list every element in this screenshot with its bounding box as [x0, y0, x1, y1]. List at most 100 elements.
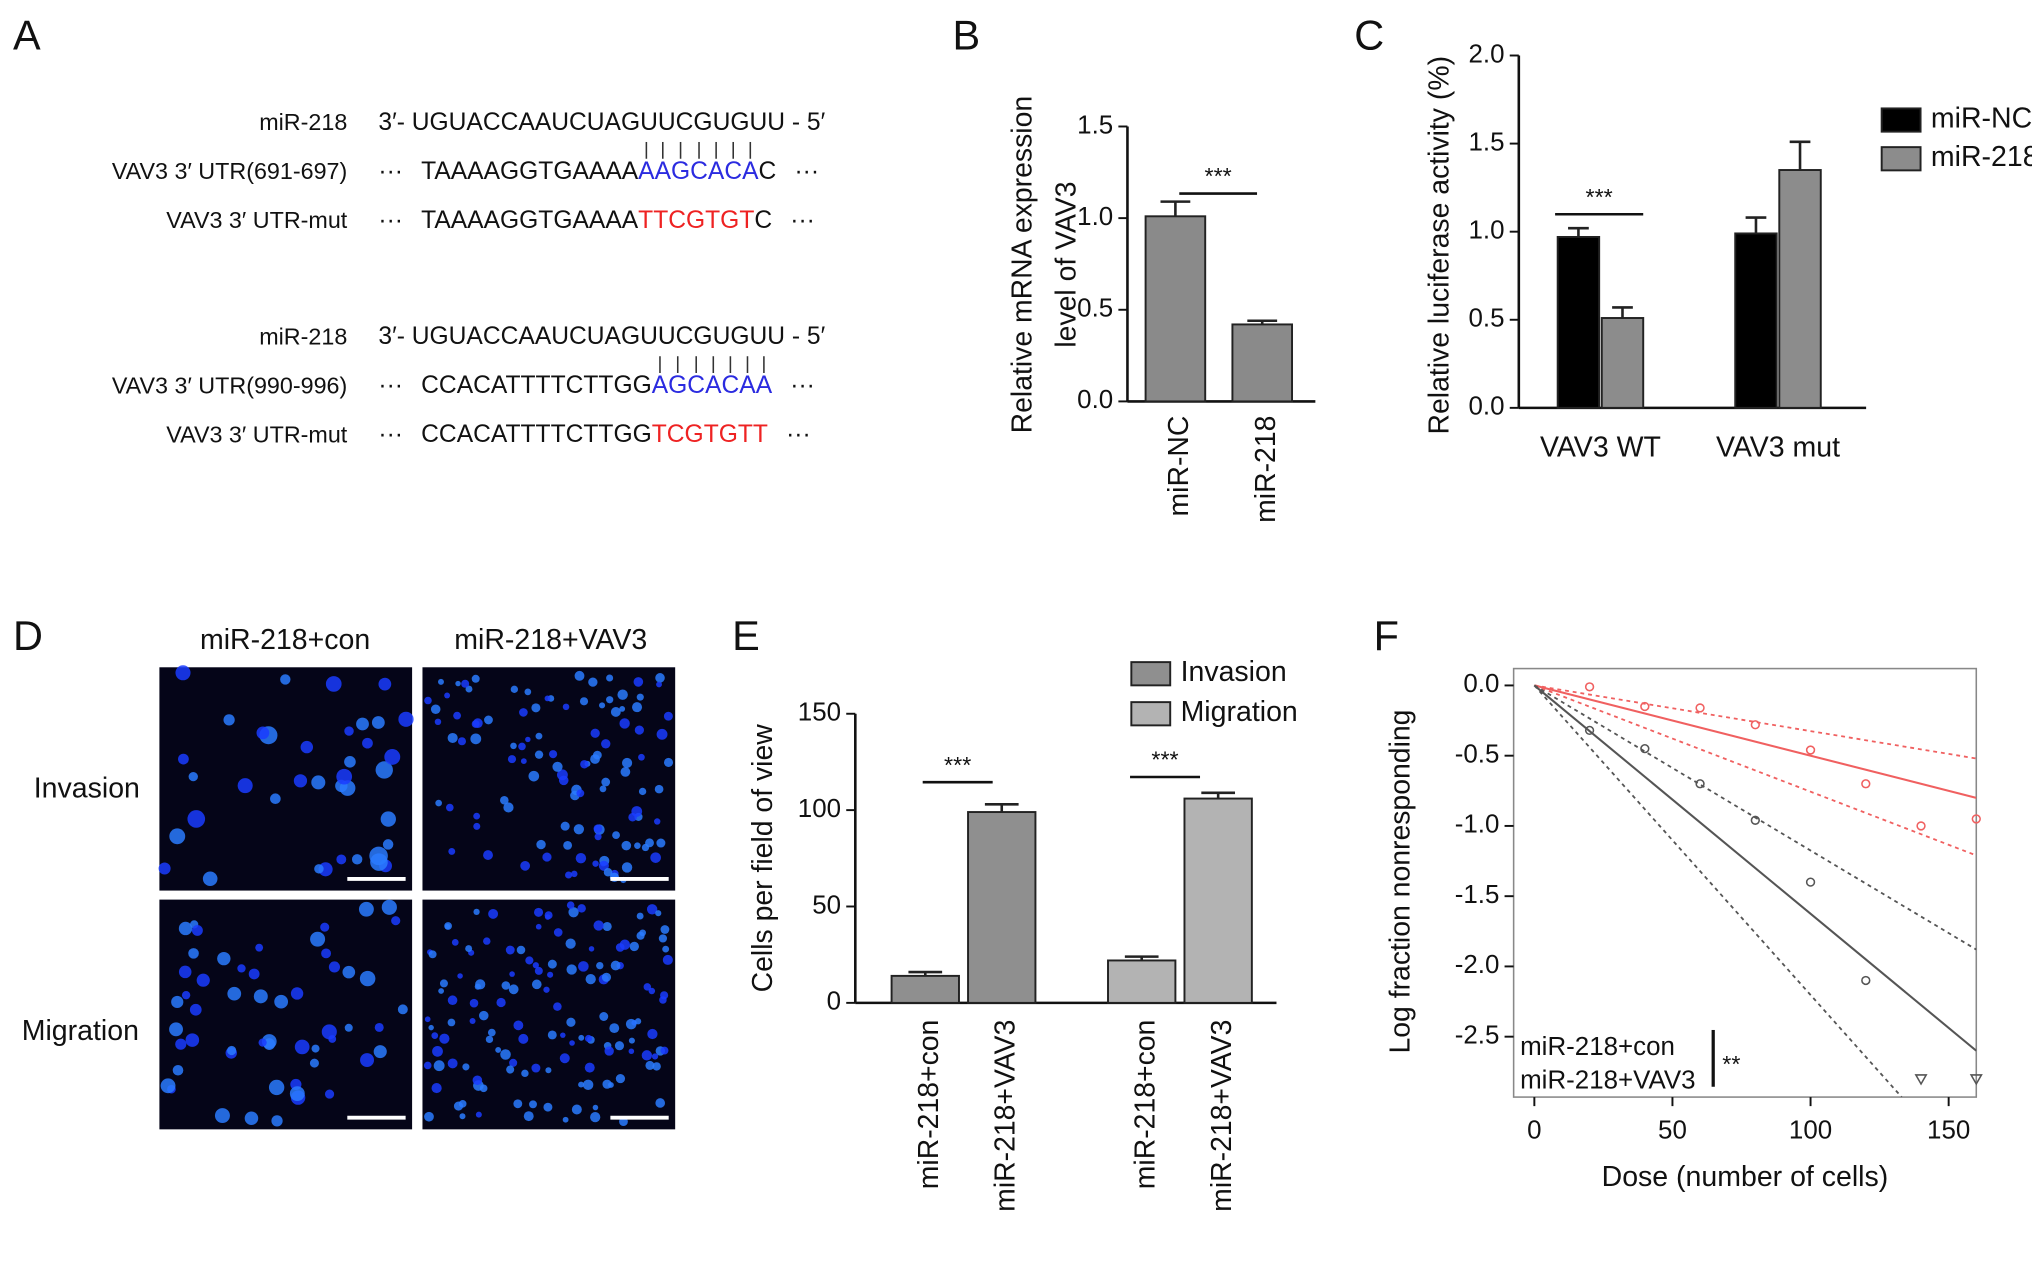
nucleus	[628, 1048, 635, 1054]
nucleus	[158, 862, 171, 875]
nucleus	[448, 847, 456, 855]
sequence-label: VAV3 3′ UTR(691-697)	[112, 158, 347, 184]
nucleus	[620, 767, 631, 777]
nucleus	[424, 1016, 431, 1023]
y-tick-label: 1.0	[1077, 203, 1113, 231]
x-tick-label: miR-218	[1250, 416, 1282, 523]
nucleus	[593, 824, 603, 834]
y-tick-label: 2.0	[1469, 40, 1505, 68]
nucleus	[336, 854, 347, 865]
nucleus	[506, 1065, 515, 1074]
nucleus	[187, 810, 206, 828]
nucleus	[483, 937, 491, 945]
significance-label: **	[1722, 1051, 1740, 1077]
nucleus	[461, 679, 470, 688]
nucleus	[188, 771, 198, 782]
sequence-label: VAV3 3′ UTR-mut	[166, 207, 348, 233]
nucleus	[178, 753, 189, 765]
nucleus	[521, 1069, 529, 1078]
nucleus	[585, 973, 596, 985]
sequence-label: VAV3 3′ UTR(990-996)	[112, 372, 347, 398]
nucleus	[457, 973, 463, 979]
nucleus	[629, 941, 639, 952]
nucleus	[196, 973, 210, 987]
nucleus	[601, 739, 611, 749]
sequence-part: ···	[786, 422, 811, 449]
nucleus	[584, 1034, 593, 1043]
nucleus	[328, 961, 341, 973]
nucleus	[472, 1075, 483, 1086]
point	[1805, 877, 1816, 887]
sequence-part: C	[759, 158, 777, 185]
nucleus	[634, 725, 644, 735]
legend-label: miR-218+VAV3	[1520, 1066, 1695, 1094]
sequence-part: ···	[378, 208, 403, 235]
nucleus	[655, 673, 665, 683]
nucleus	[320, 922, 330, 932]
sequence: ··· CCACATTTTCTTGGTCGTGTT ···	[378, 422, 810, 449]
nucleus	[615, 1073, 626, 1084]
sequence-part: TTCGTGT	[638, 208, 754, 235]
legend-swatch	[1880, 107, 1922, 133]
nucleus	[470, 733, 482, 745]
nucleus	[592, 750, 602, 760]
x-tick-label: miR-218+VAV3	[989, 1020, 1021, 1212]
nucleus	[577, 904, 586, 913]
nucleus	[568, 907, 579, 918]
nucleus	[483, 850, 493, 860]
point	[1640, 744, 1650, 754]
nucleus	[636, 931, 645, 940]
x-tick-label: VAV3 WT	[1540, 432, 1661, 464]
sequence: 3′- UGUACCAAUCUAGUUCGUGUU - 5′	[378, 109, 825, 136]
legend-swatch	[1130, 661, 1172, 687]
nucleus	[453, 711, 462, 720]
nucleus	[553, 1002, 562, 1011]
y-tick-label: 0	[827, 988, 841, 1016]
sequence-label: miR-218	[259, 109, 347, 135]
nucleus	[565, 938, 576, 949]
nucleus	[638, 787, 647, 796]
nucleus	[175, 665, 191, 681]
nucleus	[202, 871, 218, 887]
nucleus	[309, 1058, 319, 1068]
fit-lines	[1533, 684, 1977, 1098]
sequence-part: CCACATTTTCTTGG	[421, 422, 652, 449]
y-tick-label: 150	[798, 699, 841, 727]
legend-label: miR-218+con	[1520, 1033, 1675, 1061]
nucleus	[516, 945, 526, 955]
nucleus	[625, 1018, 637, 1030]
nucleus	[455, 680, 461, 687]
nucleus	[578, 1081, 585, 1088]
nucleus	[547, 1030, 557, 1040]
nucleus	[544, 695, 551, 702]
y-axis-label: Relative luciferase activity (%)	[1424, 56, 1456, 435]
nucleus	[462, 1063, 470, 1071]
nucleus	[621, 862, 633, 873]
point	[1971, 814, 1981, 824]
nucleus	[356, 717, 369, 731]
x-tick-label: VAV3 mut	[1716, 432, 1840, 464]
y-tick-label: 1.5	[1077, 111, 1113, 139]
nucleus	[258, 1038, 267, 1047]
nucleus	[648, 987, 656, 995]
nucleus	[473, 908, 480, 916]
nucleus	[542, 852, 552, 862]
nucleus	[358, 901, 374, 917]
y-tick-label: -1.0	[1455, 811, 1500, 839]
nucleus	[598, 860, 609, 871]
nucleus	[311, 775, 326, 790]
point	[1916, 821, 1926, 831]
nucleus	[509, 971, 515, 977]
nucleus	[582, 1079, 594, 1091]
y-axis-label: Cells per field of view	[747, 724, 779, 993]
column-label: miR-218+VAV3	[454, 624, 647, 656]
nucleus	[560, 821, 570, 831]
panel-letter: E	[732, 613, 760, 659]
nucleus	[431, 1032, 439, 1039]
nucleus	[495, 1047, 502, 1053]
significance-label: ***	[944, 752, 971, 778]
nucleus	[599, 785, 607, 793]
nucleus	[248, 968, 260, 980]
nucleus	[311, 1044, 320, 1053]
point	[1969, 1074, 1983, 1086]
